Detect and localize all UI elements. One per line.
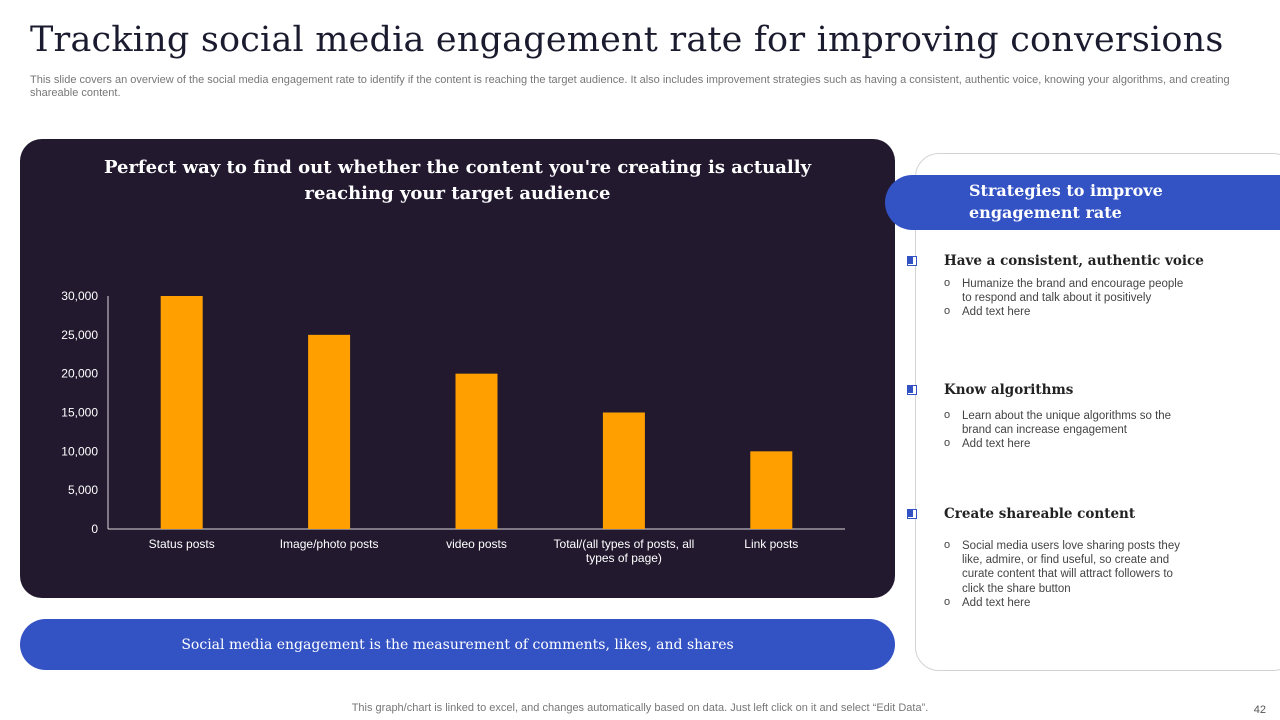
- y-tick-label: 25,000: [61, 328, 98, 342]
- strategy-bullets: Social media users love sharing posts th…: [944, 538, 1194, 610]
- bar: [160, 296, 203, 529]
- bullet-item: Add text here: [944, 304, 1194, 319]
- engagement-bar-chart[interactable]: 0 5,000 10,000 15,000 20,000 25,000 30,000 Stat…: [20, 139, 895, 598]
- square-bullet-icon: [907, 385, 917, 395]
- bar: [455, 373, 498, 529]
- strategy-title: Have a consistent, authentic voice: [944, 253, 1204, 269]
- page-subtitle: This slide covers an overview of the soc…: [30, 74, 1230, 99]
- square-bullet-icon: [907, 256, 917, 266]
- footer-note: This graph/chart is linked to excel, and…: [351, 702, 929, 714]
- y-tick-label: 30,000: [61, 289, 98, 303]
- y-tick-label: 15,000: [61, 406, 98, 420]
- strategy-title: Know algorithms: [944, 382, 1074, 398]
- bullet-item: Add text here: [944, 436, 1194, 451]
- bullet-item: Social media users love sharing posts th…: [944, 538, 1194, 596]
- bullet-item: Learn about the unique algorithms so the…: [944, 408, 1194, 437]
- y-tick-label: 10,000: [61, 444, 98, 458]
- banner-text: Social media engagement is the measureme…: [181, 636, 734, 653]
- strategy-bullets: Humanize the brand and encourage people …: [944, 276, 1194, 320]
- bar: [750, 451, 793, 529]
- strategy-bullets: Learn about the unique algorithms so the…: [944, 408, 1194, 452]
- x-tick-label: Image/photo posts: [280, 537, 379, 551]
- engagement-definition-banner: Social media engagement is the measureme…: [20, 619, 895, 670]
- bar: [308, 334, 351, 529]
- bullet-item: Add text here: [944, 595, 1194, 610]
- strategies-header: Strategies to improve engagement rate: [885, 175, 1280, 230]
- square-bullet-icon: [907, 509, 917, 519]
- x-tick-label: Status posts: [149, 537, 215, 551]
- x-tick-label: video posts: [446, 537, 507, 551]
- page-title: Tracking social media engagement rate fo…: [30, 20, 1224, 60]
- y-tick-label: 20,000: [61, 367, 98, 381]
- bullet-item: Humanize the brand and encourage people …: [944, 276, 1194, 305]
- x-tick-label: Total/(all types of posts, all: [554, 537, 695, 551]
- y-tick-label: 5,000: [68, 483, 98, 497]
- bar: [602, 412, 645, 529]
- x-tick-label: types of page): [586, 551, 662, 565]
- y-tick-label: 0: [91, 522, 98, 536]
- strategies-header-text: Strategies to improve engagement rate: [969, 181, 1163, 222]
- chart-heading: Perfect way to find out whether the cont…: [103, 157, 812, 204]
- x-tick-label: Link posts: [744, 537, 798, 551]
- chart-panel: Perfect way to find out whether the cont…: [20, 139, 895, 598]
- strategy-title: Create shareable content: [944, 506, 1136, 522]
- page-number: 42: [1253, 704, 1266, 716]
